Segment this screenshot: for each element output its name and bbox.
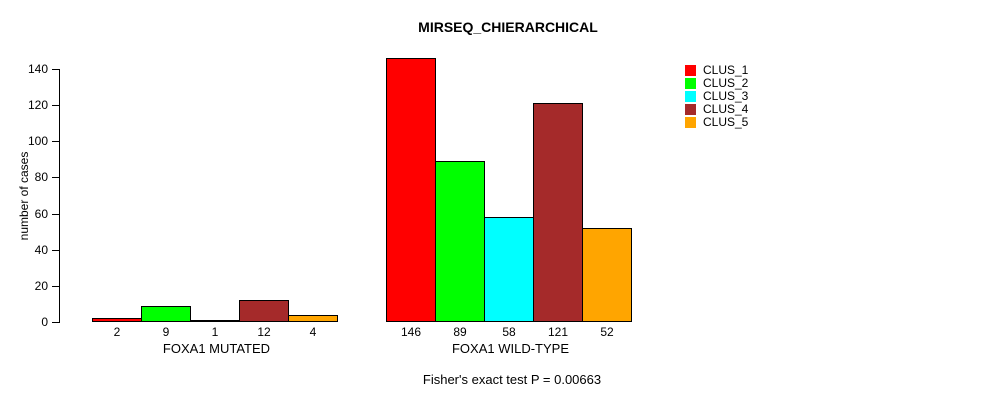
bar-value-label: 12 (257, 325, 271, 339)
bar-value-label: 146 (400, 325, 422, 339)
legend-swatch-icon (685, 65, 696, 76)
legend-swatch-icon (685, 117, 696, 128)
bar-clus_2-group2 (435, 161, 485, 322)
y-axis-tick (52, 69, 59, 70)
bar-clus_5-group1 (288, 315, 338, 322)
legend: CLUS_1 CLUS_2 CLUS_3 CLUS_4 CLUS_5 (685, 64, 748, 129)
legend-swatch-icon (685, 91, 696, 102)
y-axis-tick-label: 120 (27, 98, 48, 112)
y-axis-tick (52, 214, 59, 215)
group-label: FOXA1 MUTATED (162, 341, 271, 356)
bar-value-label: 1 (211, 325, 219, 339)
y-axis-tick-label: 40 (34, 243, 48, 257)
y-axis-tick-label: 60 (34, 207, 48, 221)
bar-value-label: 4 (309, 325, 317, 339)
legend-item-clus_1: CLUS_1 (685, 64, 748, 77)
bar-clus_4-group1 (239, 300, 289, 322)
y-axis-tick-label: 0 (41, 315, 48, 329)
y-axis-line (59, 69, 60, 323)
y-axis-title: number of cases (17, 151, 31, 241)
chart-title: MIRSEQ_CHIERARCHICAL (418, 19, 598, 35)
y-axis-tick (52, 105, 59, 106)
bar-clus_1-group2 (386, 58, 436, 322)
y-axis-tick (52, 286, 59, 287)
legend-label: CLUS_3 (703, 89, 749, 103)
legend-item-clus_5: CLUS_5 (685, 116, 748, 129)
legend-swatch-icon (685, 104, 696, 115)
bar-value-label: 9 (162, 325, 170, 339)
bar-value-label: 52 (600, 325, 614, 339)
fisher-test-annotation: Fisher's exact test P = 0.00663 (422, 372, 602, 387)
legend-label: CLUS_2 (703, 76, 749, 90)
y-axis-tick (52, 322, 59, 323)
y-axis-tick (52, 250, 59, 251)
bar-value-label: 121 (547, 325, 569, 339)
y-axis-tick (52, 141, 59, 142)
y-axis-tick-label: 20 (34, 279, 48, 293)
bar-value-label: 89 (453, 325, 467, 339)
bar-clus_1-group1 (92, 318, 142, 322)
legend-swatch-icon (685, 78, 696, 89)
bar-clus_4-group2 (533, 103, 583, 322)
y-axis-tick-label: 80 (34, 170, 48, 184)
legend-label: CLUS_1 (703, 63, 749, 77)
bar-clus_3-group1 (190, 320, 240, 322)
y-axis-tick-label: 140 (27, 62, 48, 76)
y-axis-tick-label: 100 (27, 134, 48, 148)
legend-item-clus_3: CLUS_3 (685, 90, 748, 103)
bar-value-label: 2 (113, 325, 121, 339)
bar-clus_5-group2 (582, 228, 632, 322)
bar-clus_3-group2 (484, 217, 534, 322)
legend-label: CLUS_5 (703, 115, 749, 129)
legend-item-clus_2: CLUS_2 (685, 77, 748, 90)
y-axis-tick (52, 177, 59, 178)
group-label: FOXA1 WILD-TYPE (451, 341, 570, 356)
bar-clus_2-group1 (141, 306, 191, 322)
legend-item-clus_4: CLUS_4 (685, 103, 748, 116)
bar-value-label: 58 (502, 325, 516, 339)
legend-label: CLUS_4 (703, 102, 749, 116)
